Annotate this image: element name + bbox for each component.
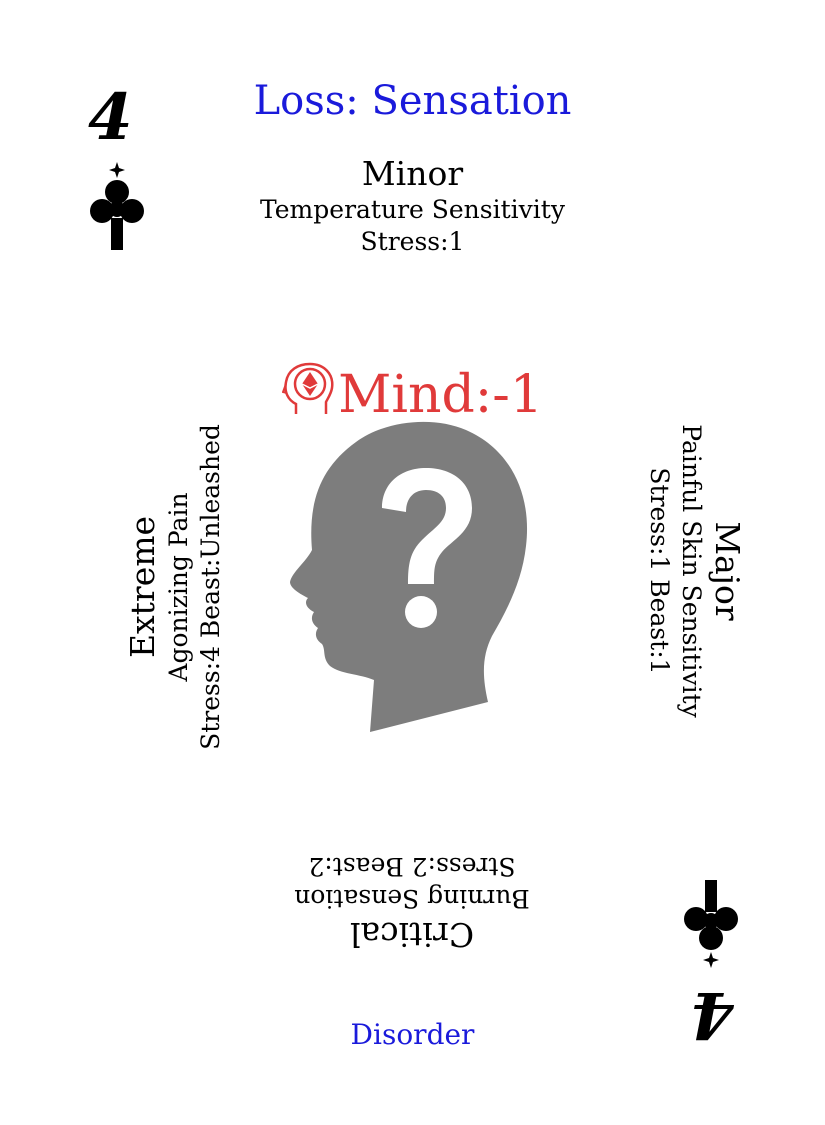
severity-name: Critical	[349, 915, 475, 954]
severity-stats: Stress:1	[360, 227, 465, 256]
club-icon	[90, 162, 144, 250]
card-title: Loss: Sensation	[253, 78, 572, 124]
severity-effect: Burning Sensation	[294, 884, 530, 913]
club-icon	[684, 880, 738, 968]
mind-head-icon	[282, 362, 334, 414]
severity-extreme: Extreme Agonizing Pain Stress:4 Beast:Un…	[123, 402, 227, 772]
severity-name: Extreme	[123, 515, 162, 659]
stat-label: Mind:-1	[338, 365, 543, 425]
severity-stats: Stress:1 Beast:1	[645, 467, 674, 675]
severity-stats: Stress:2 Beast:2	[308, 852, 516, 881]
stat-line: Mind:-1	[0, 362, 825, 425]
question-head-icon	[290, 421, 528, 732]
severity-critical: Critical Burning Sensation Stress:2 Beas…	[212, 850, 612, 954]
rank-bottom: 4	[690, 977, 735, 1052]
severity-major: Major Painful Skin Sensitivity Stress:1 …	[643, 386, 747, 756]
rank-top: 4	[88, 80, 133, 155]
severity-effect: Temperature Sensitivity	[260, 195, 565, 224]
severity-effect: Agonizing Pain	[164, 492, 193, 682]
severity-name: Minor	[361, 154, 464, 193]
card-footer: Disorder	[350, 1018, 475, 1051]
severity-minor: Minor Temperature Sensitivity Stress:1	[0, 154, 825, 258]
severity-effect: Painful Skin Sensitivity	[677, 424, 706, 718]
severity-stats: Stress:4 Beast:Unleashed	[196, 424, 225, 750]
severity-name: Major	[708, 521, 747, 621]
